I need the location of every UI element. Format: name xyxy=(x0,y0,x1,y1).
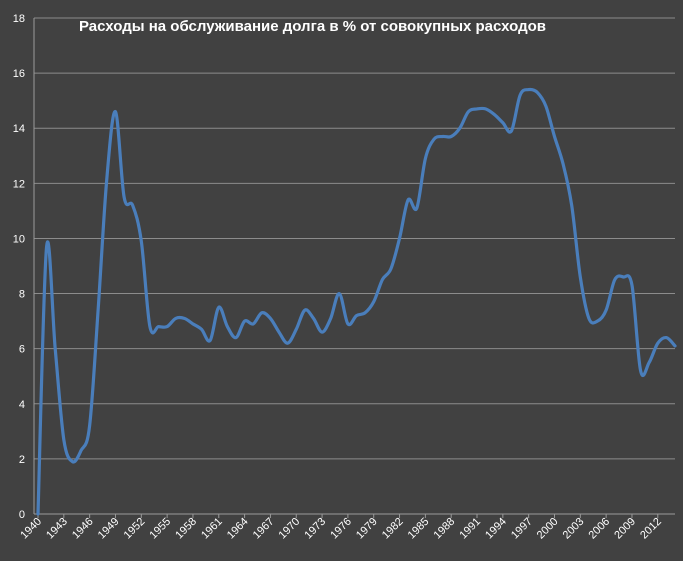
x-tick-label: 1946 xyxy=(70,516,96,542)
x-tick-label: 1976 xyxy=(328,516,354,542)
chart-title: Расходы на обслуживание долга в % от сов… xyxy=(79,18,546,35)
x-tick-label: 1988 xyxy=(432,516,458,542)
x-tick-label: 1949 xyxy=(96,516,122,542)
x-tick-label: 2003 xyxy=(561,516,587,542)
x-tick-label: 2009 xyxy=(612,516,638,542)
x-tick-label: 1943 xyxy=(44,516,70,542)
x-tick-label: 1994 xyxy=(483,516,509,542)
x-tick-label: 1991 xyxy=(457,516,483,542)
x-tick-label: 1961 xyxy=(199,516,225,542)
x-tick-label: 2000 xyxy=(535,516,561,542)
x-tick-label: 2006 xyxy=(586,516,612,542)
x-tick-label: 1958 xyxy=(173,516,199,542)
x-tick-label: 1985 xyxy=(406,516,432,542)
y-tick-label: 12 xyxy=(13,178,25,190)
y-tick-label: 8 xyxy=(19,289,25,301)
x-tick-label: 1970 xyxy=(277,516,303,542)
x-tick-label: 2012 xyxy=(638,516,664,542)
x-tick-label: 1979 xyxy=(354,516,380,542)
y-tick-label: 2 xyxy=(19,454,25,466)
series-line-0 xyxy=(36,87,677,516)
gridlines xyxy=(34,17,675,460)
y-tick-label: 16 xyxy=(13,68,25,80)
x-tick-label: 1964 xyxy=(225,516,251,542)
y-tick-label: 4 xyxy=(19,399,25,411)
x-tick-label: 1973 xyxy=(302,516,328,542)
y-axis-tick-labels: 0 2 4 6 8 10 12 14 16 18 xyxy=(13,13,25,521)
y-tick-label: 6 xyxy=(19,344,25,356)
x-axis-tick-labels: 1940 1943 1946 1949 1952 1955 1958 1961 1964 1967… xyxy=(18,516,664,542)
x-tick-label: 1997 xyxy=(509,516,535,542)
x-tick-label: 1982 xyxy=(380,516,406,542)
y-tick-label: 18 xyxy=(13,13,25,25)
x-tick-label: 1967 xyxy=(251,516,277,542)
y-tick-label: 0 xyxy=(19,509,25,521)
x-tick-label: 1952 xyxy=(122,516,148,542)
y-tick-label: 10 xyxy=(13,233,25,245)
y-tick-label: 14 xyxy=(13,123,25,135)
series-layer xyxy=(36,87,677,516)
x-tick-label: 1955 xyxy=(147,516,173,542)
